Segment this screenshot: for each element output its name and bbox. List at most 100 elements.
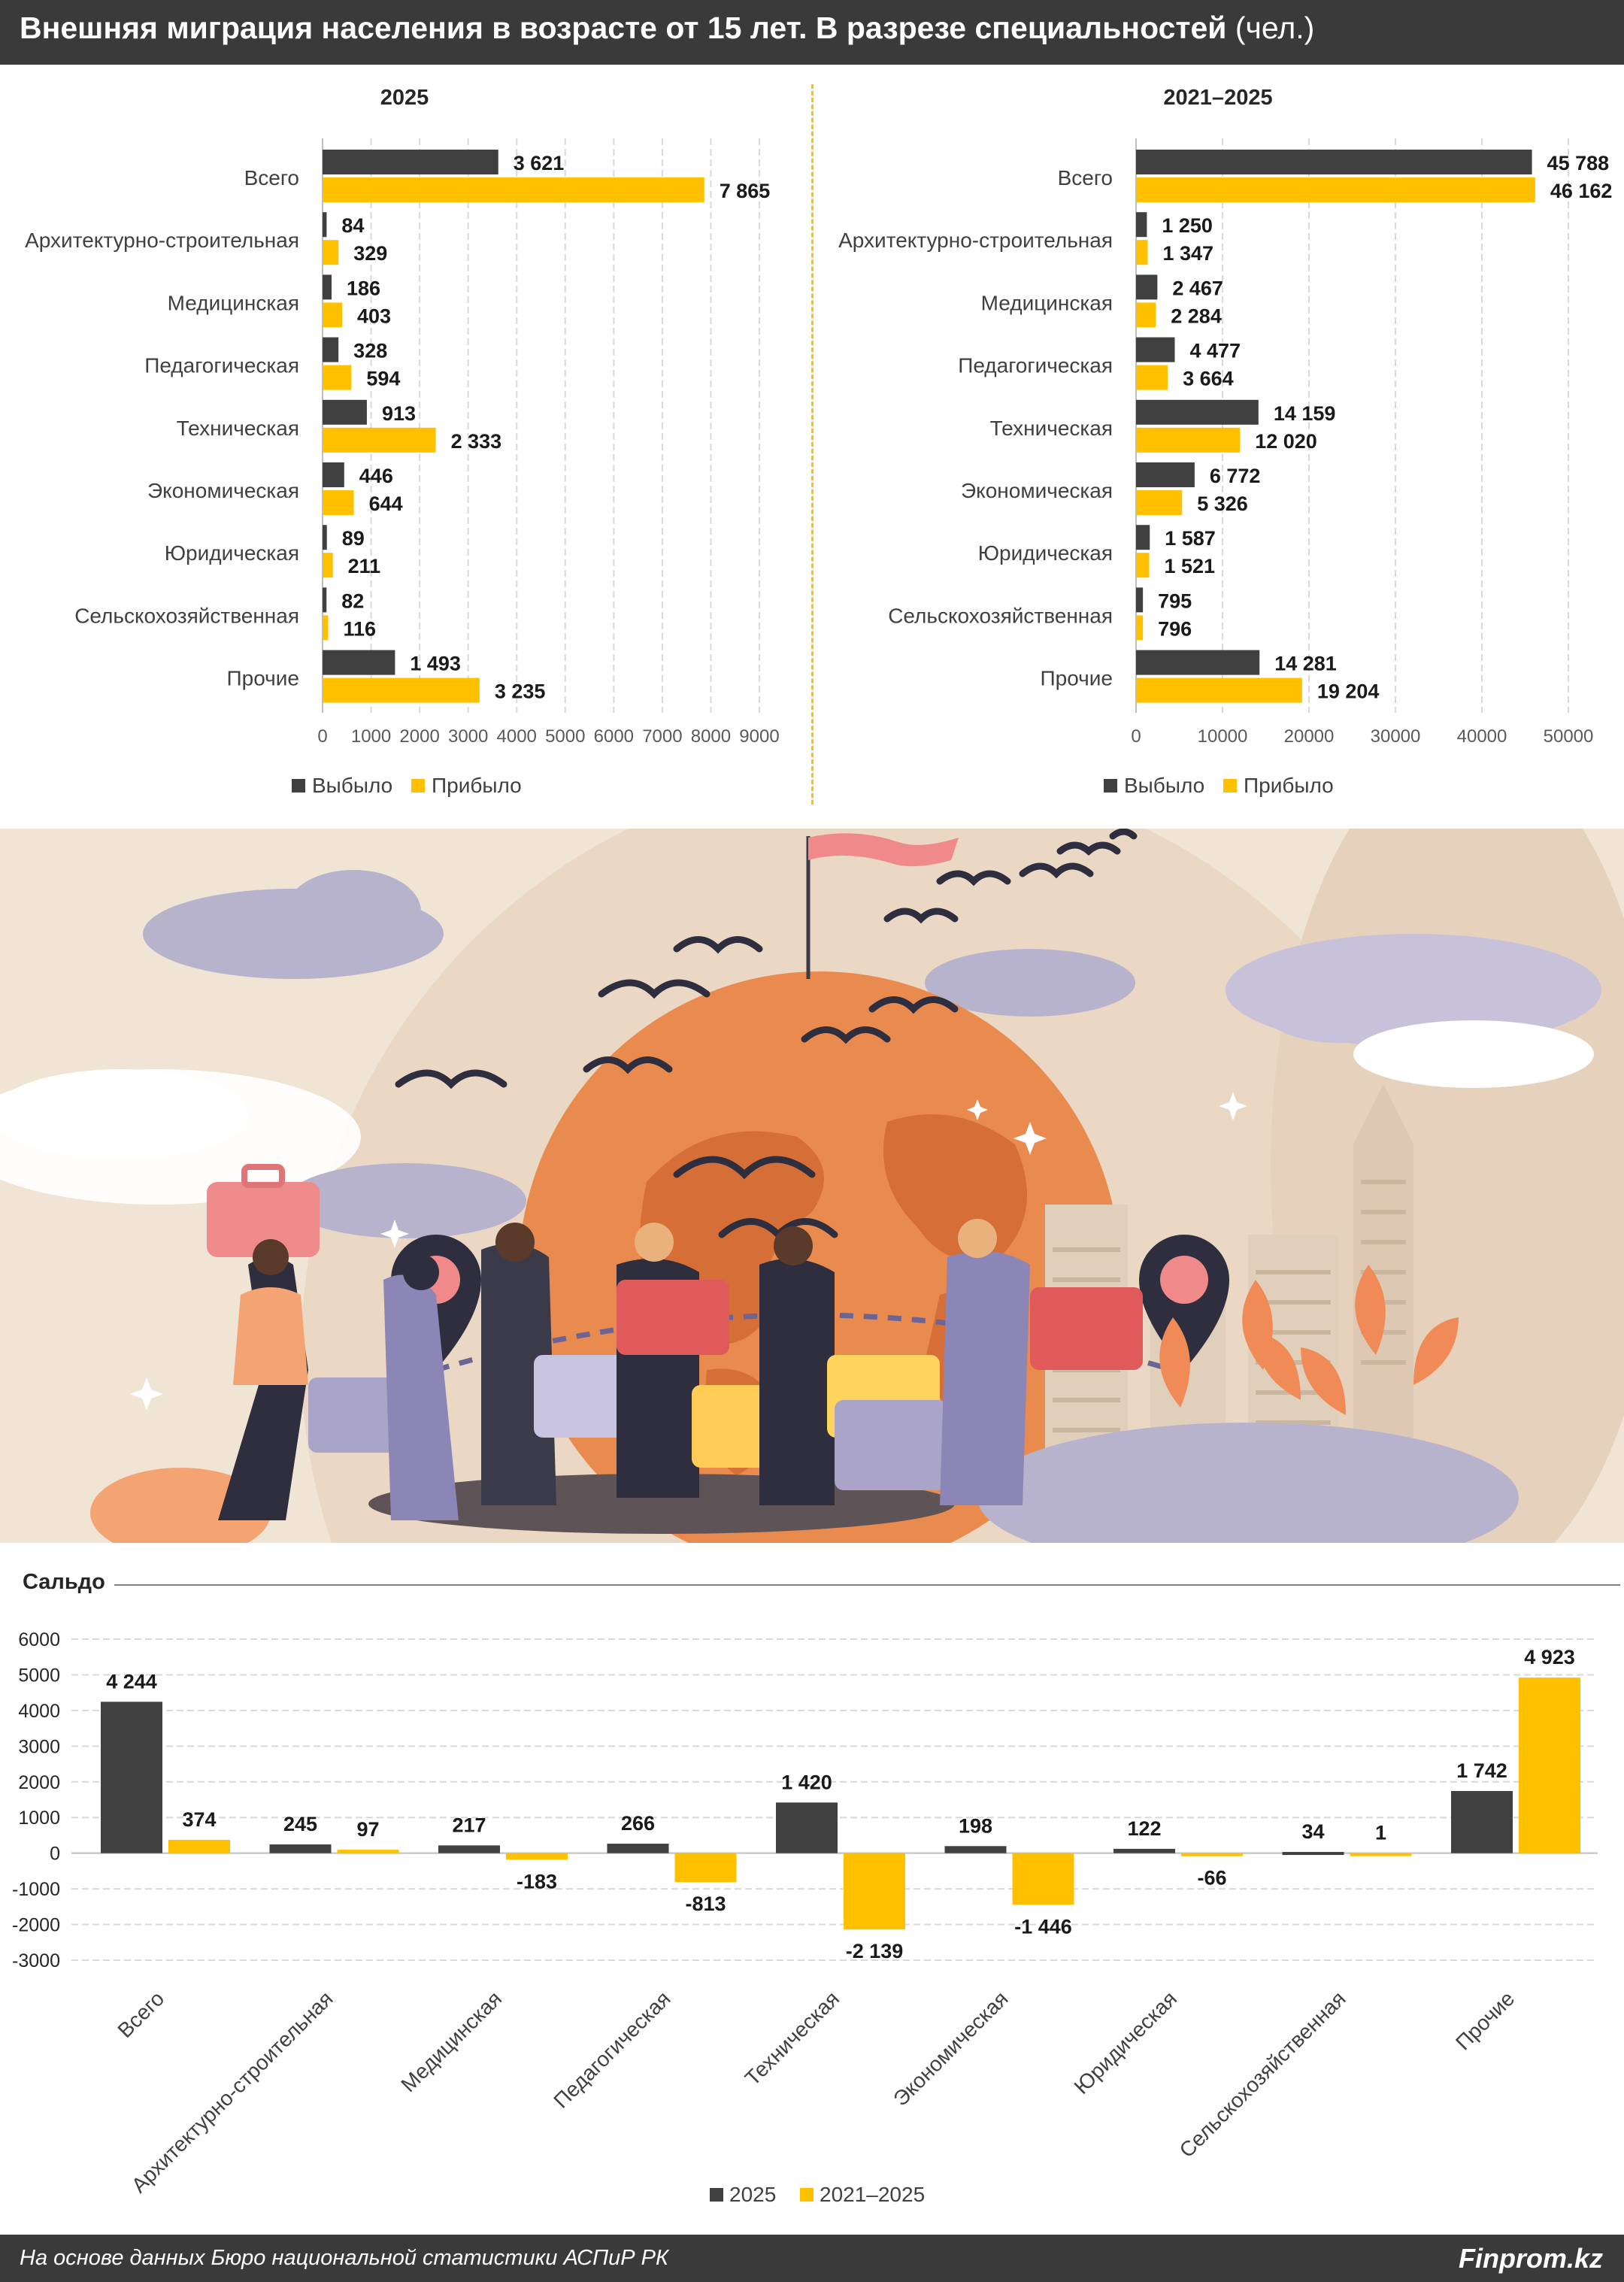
data-label: 14 281 — [1274, 653, 1337, 675]
bar — [1136, 240, 1148, 265]
y-tick-label: 2000 — [18, 1772, 60, 1793]
data-label: 14 159 — [1274, 402, 1336, 425]
bar — [323, 553, 333, 578]
legend-label: 2021–2025 — [820, 2183, 925, 2206]
legend-label: 2025 — [729, 2183, 776, 2206]
data-label: 82 — [341, 589, 364, 612]
category-label: Прочие — [1451, 1987, 1519, 2054]
bar — [1519, 1677, 1580, 1853]
data-label: 198 — [959, 1814, 992, 1837]
title-text: Внешняя миграция населения в возрасте от… — [20, 11, 1227, 45]
bar — [506, 1853, 568, 1860]
x-tick-label: 8000 — [691, 726, 731, 747]
x-tick-label: 10000 — [1198, 726, 1248, 747]
chart-2025: 2025 0 1000 2000 3000 4000 5000 6000 7000 8000 900… — [25, 86, 780, 797]
bar — [1136, 490, 1183, 515]
x-tick-label: 4000 — [497, 726, 537, 747]
legend-swatch — [800, 2188, 814, 2202]
bar — [438, 1845, 500, 1853]
bar — [323, 399, 367, 425]
bar — [323, 365, 352, 390]
data-label: 913 — [382, 402, 416, 425]
bar — [1282, 1852, 1344, 1856]
y-tick-label: -1000 — [12, 1879, 60, 1900]
category-label: Всего — [113, 1987, 168, 2042]
bar — [323, 587, 327, 613]
category-label: Техническая — [741, 1987, 844, 2090]
data-label: 594 — [366, 368, 400, 390]
balance-divider — [23, 1584, 1620, 1586]
data-label: 7 865 — [720, 180, 771, 202]
data-label: 374 — [182, 1808, 216, 1831]
data-label: 328 — [353, 340, 387, 362]
bar — [1136, 587, 1144, 613]
data-label: 2 467 — [1172, 277, 1223, 299]
category-label: Юридическая — [978, 541, 1113, 565]
charts-divider — [811, 84, 814, 805]
header-bar: Внешняя миграция населения в возрасте от… — [0, 0, 1624, 65]
category-label: Архитектурно-строительная — [127, 1987, 338, 2197]
bar — [1136, 615, 1144, 641]
data-label: 446 — [359, 465, 393, 487]
bar — [323, 302, 343, 328]
legend-label: Прибыло — [1244, 774, 1334, 797]
data-label: 5 326 — [1197, 492, 1248, 515]
data-label: 46 162 — [1550, 180, 1613, 202]
category-label: Техническая — [177, 417, 299, 440]
bar — [101, 1702, 162, 1853]
bar — [1136, 274, 1158, 300]
data-label: 403 — [357, 305, 391, 327]
data-label: 97 — [356, 1818, 379, 1841]
data-label: 3 235 — [495, 680, 546, 703]
category-label: Экономическая — [889, 1987, 1013, 2111]
bar — [1136, 337, 1175, 362]
data-label: 3 621 — [514, 152, 565, 174]
bar — [1451, 1791, 1513, 1853]
x-tick-label: 2000 — [399, 726, 439, 747]
x-tick-label: 0 — [317, 726, 327, 747]
data-label: 1 521 — [1164, 555, 1215, 577]
bar — [1136, 212, 1147, 238]
data-label: 3 664 — [1183, 368, 1234, 390]
data-label: 12 020 — [1255, 430, 1317, 453]
legend-swatch — [292, 779, 305, 792]
bar — [323, 240, 339, 265]
data-label: 6 772 — [1210, 465, 1261, 487]
data-label: 329 — [353, 242, 387, 265]
bar — [844, 1853, 905, 1930]
category-label: Педагогическая — [144, 354, 299, 377]
bar — [323, 150, 498, 174]
data-label: 1 420 — [781, 1771, 832, 1793]
data-label: 2 284 — [1171, 305, 1222, 327]
category-label: Педагогическая — [958, 354, 1113, 377]
category-label: Сельскохозяйственная — [888, 604, 1113, 627]
category-label: Прочие — [1041, 667, 1113, 690]
category-label: Сельскохозяйственная — [1175, 1987, 1350, 2162]
x-tick-label: 1000 — [351, 726, 391, 747]
y-tick-label: -3000 — [12, 1950, 60, 1971]
y-tick-label: 6000 — [18, 1629, 60, 1650]
x-tick-label: 50000 — [1544, 726, 1594, 747]
data-label: 266 — [621, 1812, 655, 1835]
x-tick-label: 3000 — [448, 726, 488, 747]
data-label: -813 — [685, 1893, 726, 1915]
data-label: 2 333 — [451, 430, 502, 453]
bar — [1181, 1853, 1243, 1856]
bar — [323, 615, 329, 641]
title-unit: (чел.) — [1235, 11, 1315, 45]
data-label: -66 — [1197, 1867, 1226, 1890]
bar — [1136, 365, 1168, 390]
bar — [1136, 677, 1302, 703]
data-label: 1 — [1375, 1822, 1386, 1844]
bar — [323, 462, 344, 487]
data-label: 217 — [452, 1814, 486, 1836]
x-tick-label: 40000 — [1457, 726, 1507, 747]
category-label: Всего — [1058, 166, 1113, 189]
data-label: 122 — [1127, 1817, 1161, 1840]
bar — [323, 427, 436, 453]
category-label: Сельскохозяйственная — [74, 604, 299, 627]
chart-balance: 6000 5000 4000 3000 2000 1000 0 -1000 -2000 -3000… — [12, 1629, 1598, 2206]
category-label: Медицинская — [168, 291, 299, 314]
bar — [1113, 1848, 1175, 1853]
data-label: 89 — [342, 527, 365, 550]
